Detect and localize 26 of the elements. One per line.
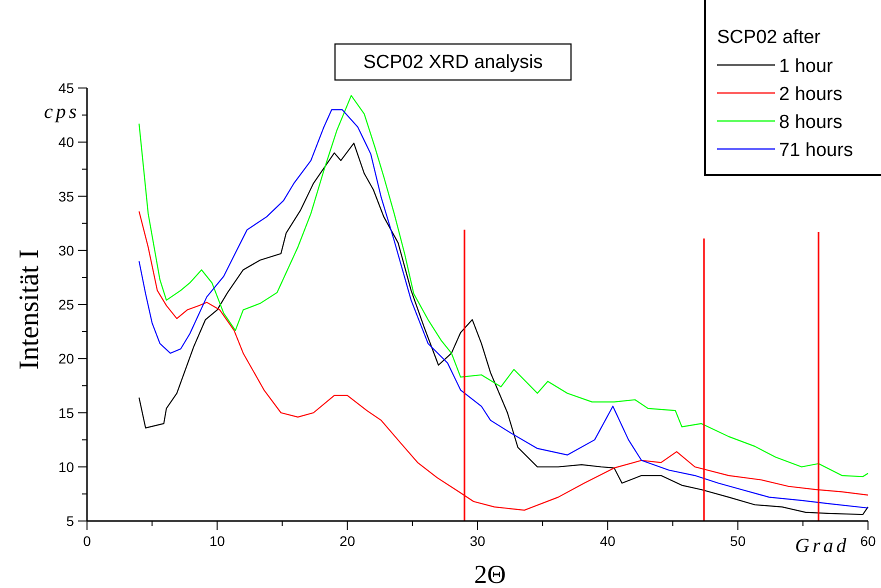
legend-label: 71 hours <box>779 140 853 161</box>
legend-label: 8 hours <box>779 112 842 133</box>
x-tick-label: 30 <box>470 533 486 549</box>
x-tick-label: 40 <box>600 533 616 549</box>
y-tick-label: 15 <box>58 404 74 421</box>
y-tick-label: 30 <box>58 242 74 258</box>
x-tick-label: 60 <box>860 533 876 549</box>
legend-label: 2 hours <box>779 84 842 105</box>
text: cps <box>44 101 80 123</box>
y-tick-label: 20 <box>58 350 74 367</box>
chart-title: SCP02 XRD analysis <box>363 52 543 73</box>
y-axis-title: Intensität I <box>14 249 45 370</box>
legend-label: 1 hour <box>779 56 834 77</box>
x-tick-label: 50 <box>730 533 746 549</box>
legend-title: SCP02 after <box>717 27 822 48</box>
x-tick-label: 20 <box>340 533 356 549</box>
x-tick-label: 10 <box>209 533 226 549</box>
y-tick-label: 40 <box>58 134 74 150</box>
y-tick-label: 5 <box>66 513 74 529</box>
x-tick-label: 0 <box>83 533 92 549</box>
y-tick-label: 25 <box>58 296 74 312</box>
y-tick-label: 35 <box>58 188 74 204</box>
x-axis-title: 2Θ <box>474 560 506 588</box>
text: Grad <box>795 535 850 557</box>
y-tick-label: 45 <box>58 80 74 96</box>
y-tick-label: 10 <box>58 458 74 475</box>
